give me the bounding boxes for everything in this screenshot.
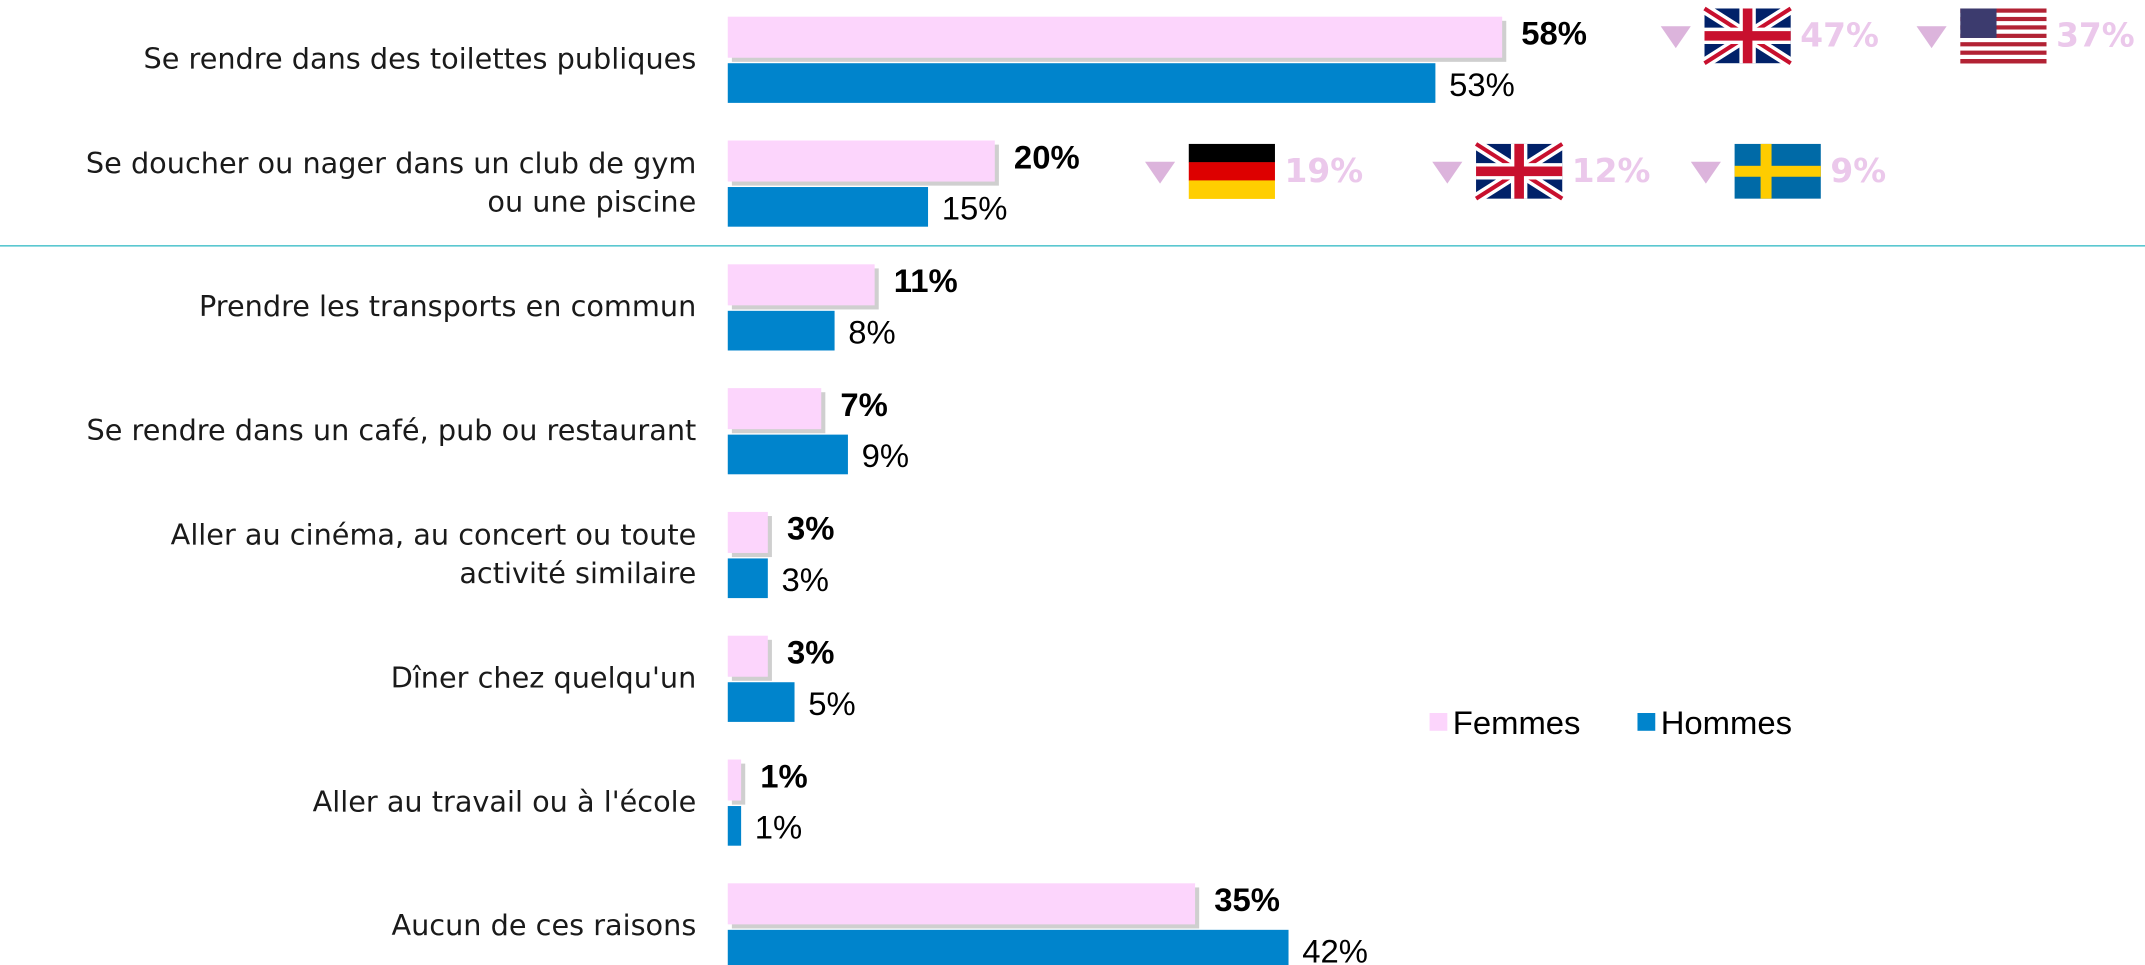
value-label: 53% [1449, 66, 1515, 103]
category-label: Dîner chez quelqu'un [391, 660, 697, 694]
value-label: 35% [1214, 881, 1280, 918]
bar [727, 929, 1289, 965]
flag-part [1960, 54, 2047, 60]
value-label: 9% [862, 437, 909, 474]
bar [727, 187, 929, 227]
category-label: Se doucher ou nager dans un club de gym o… [86, 146, 696, 218]
comparison-label: 47% [1800, 17, 1879, 55]
legend-label: Hommes [1661, 704, 1792, 741]
value-label: 8% [848, 313, 895, 350]
bar [727, 434, 848, 475]
value-label: 3% [787, 634, 834, 671]
value-label: 1% [760, 757, 807, 794]
value-label: 3% [782, 561, 829, 598]
value-label: 1% [755, 809, 802, 846]
legend-swatch [1637, 713, 1656, 731]
legend-swatch [1429, 713, 1448, 731]
down-triangle [1660, 26, 1691, 49]
flag-part [1188, 143, 1275, 163]
value-label: 42% [1302, 932, 1368, 965]
comparison-label: 19% [1285, 152, 1364, 190]
value-label: 3% [787, 510, 834, 547]
comparison-label: 9% [1830, 152, 1886, 190]
bar [727, 140, 995, 182]
flag-part [1188, 180, 1275, 199]
flag-part [1960, 50, 2047, 56]
bar [727, 806, 742, 846]
flag-part [1960, 59, 2047, 64]
flag [1473, 139, 1566, 204]
flag-part [1734, 165, 1821, 177]
flag-part [1960, 16, 2047, 22]
down-triangle [1145, 161, 1176, 184]
category-label: Aucun de ces raisons [391, 908, 696, 942]
down-triangle [1916, 26, 1947, 49]
flag-part [1960, 33, 2047, 39]
flag-part [1960, 8, 1997, 38]
value-label: 11% [894, 262, 958, 299]
flag [1188, 143, 1275, 199]
flag-part [1960, 25, 2047, 30]
flag [1701, 3, 1794, 68]
flag-part [1960, 37, 2047, 43]
bar [727, 264, 875, 306]
flag-part [1188, 162, 1275, 181]
category-label: Aller au travail ou à l'école [313, 784, 697, 818]
bar [727, 558, 768, 599]
value-label: 58% [1521, 15, 1587, 52]
flag-part [1960, 21, 2047, 26]
comparison-label: 12% [1572, 152, 1651, 190]
flag-part [1960, 8, 2047, 13]
category-label: Se rendre dans des toilettes publiques [143, 41, 696, 75]
category-label: Aller au cinéma, au concert ou toute acti… [171, 518, 697, 590]
value-label: 20% [1014, 138, 1080, 175]
comparison-label: 37% [2056, 17, 2135, 55]
down-triangle [1432, 161, 1463, 184]
value-label: 5% [808, 685, 855, 722]
down-triangle [1690, 161, 1721, 184]
flag-part [1960, 46, 2047, 51]
bar [727, 16, 1503, 58]
bar [727, 759, 742, 801]
value-label: 7% [840, 386, 887, 423]
bar [727, 883, 1196, 925]
flag-part [1704, 8, 1791, 64]
category-label: Prendre les transports en commun [199, 289, 696, 323]
bar [727, 635, 768, 677]
bar [727, 388, 822, 430]
bar [727, 682, 795, 722]
bar [727, 511, 768, 553]
value-label: 15% [942, 190, 1008, 227]
bar [727, 310, 835, 351]
legend-label: Femmes [1453, 704, 1581, 741]
category-label: Se rendre dans un café, pub ou restauran… [87, 413, 697, 447]
flag [1734, 143, 1821, 199]
flag-part [1476, 143, 1563, 199]
flag-part [1960, 12, 2047, 18]
bar [727, 63, 1436, 103]
flag-part [1960, 29, 2047, 35]
flag [1960, 8, 2047, 64]
flag-part [1960, 42, 2047, 47]
